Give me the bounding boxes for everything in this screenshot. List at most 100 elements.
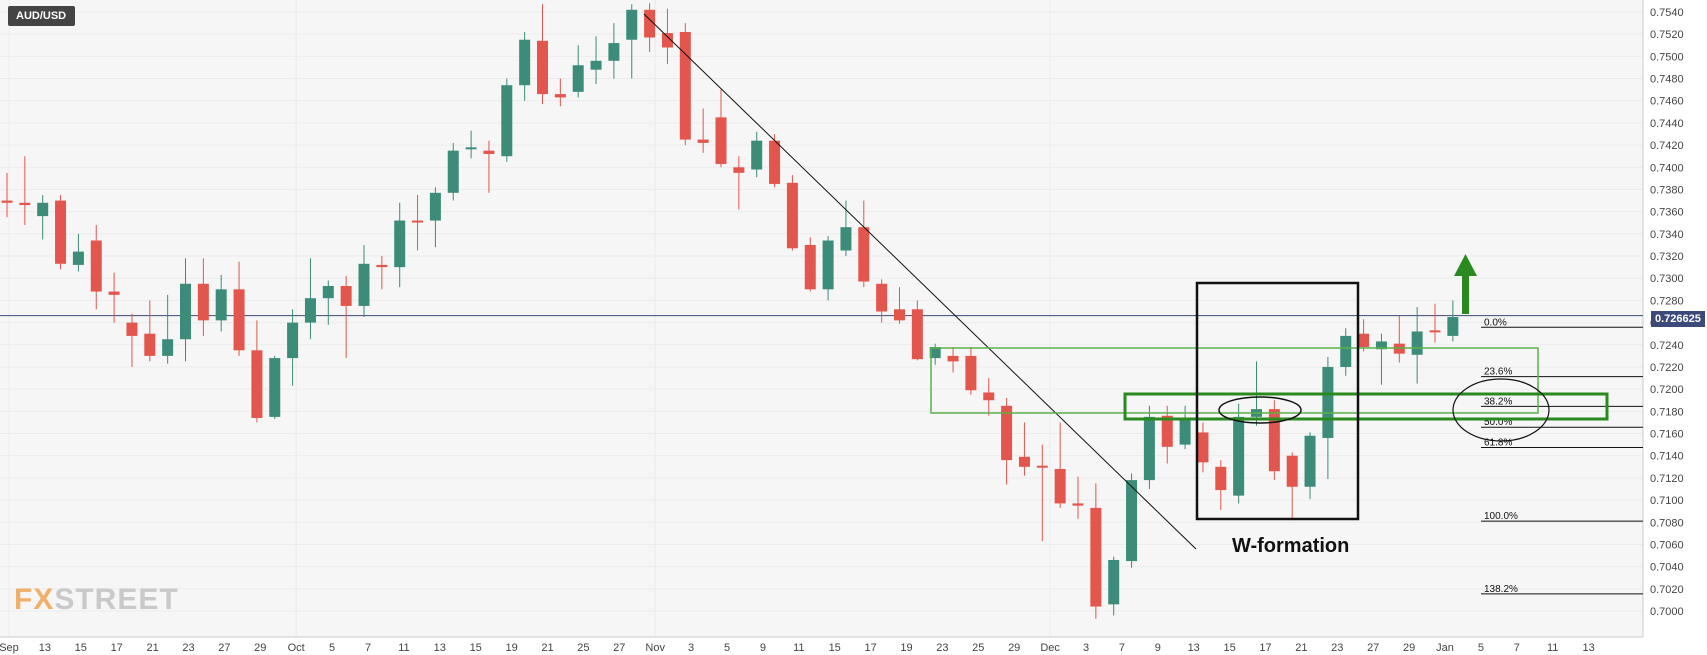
last-price-tag: 0.726625 <box>1651 311 1705 327</box>
candle <box>554 78 566 107</box>
y-axis: 0.7000 0.7020 0.7040 0.7060 0.7080 0.7100 0.71… <box>1650 7 1684 618</box>
candle <box>269 355 281 420</box>
candle <box>162 294 174 364</box>
candle-body <box>1304 435 1316 487</box>
x-tick-label: 5 <box>1478 642 1484 654</box>
candle <box>965 346 977 395</box>
candle <box>197 258 209 336</box>
candle <box>1197 422 1209 473</box>
candle-body <box>90 240 102 292</box>
candle <box>233 261 245 356</box>
candle-body <box>1072 503 1084 506</box>
candle-body <box>644 9 656 38</box>
x-tick-label: 9 <box>760 642 766 654</box>
candle-body <box>1215 466 1227 491</box>
candle-body <box>447 150 459 193</box>
candle-body <box>804 244 816 290</box>
candle <box>572 45 584 98</box>
candle <box>1054 422 1066 508</box>
y-tick-label: 0.7100 <box>1650 495 1684 507</box>
candle <box>519 31 531 101</box>
candle <box>1018 422 1030 476</box>
x-tick-label: 13 <box>1582 642 1594 654</box>
candle <box>590 36 602 85</box>
y-tick-label: 0.7160 <box>1650 429 1684 441</box>
candle-body <box>858 227 870 282</box>
candle <box>37 195 49 240</box>
y-tick-label: 0.7080 <box>1650 517 1684 529</box>
support-zone-thin-rect <box>930 347 1539 414</box>
candle <box>1340 328 1352 376</box>
candle-body <box>1340 335 1352 367</box>
x-tick-label: 15 <box>829 642 841 654</box>
candle <box>626 4 638 79</box>
candle <box>180 258 191 362</box>
candle <box>394 202 406 288</box>
candle <box>1126 473 1138 568</box>
candle-body <box>394 220 406 268</box>
candle-body <box>162 339 174 356</box>
candle-body <box>1286 455 1298 487</box>
x-tick-label: 19 <box>900 642 912 654</box>
candle <box>1268 400 1280 481</box>
x-tick-label: 21 <box>146 642 158 654</box>
candle-body <box>822 240 834 290</box>
fib-label: 0.0% <box>1484 317 1507 328</box>
candle-body <box>983 392 995 401</box>
candle <box>1215 460 1227 511</box>
candle <box>144 300 156 362</box>
x-tick-label: 27 <box>613 642 625 654</box>
x-tick-label: 3 <box>1083 642 1089 654</box>
candle <box>429 187 441 248</box>
candle <box>108 272 120 323</box>
x-tick-label: Jan <box>1436 642 1454 654</box>
candle-body <box>733 167 745 173</box>
candle-body <box>715 117 727 164</box>
candle-body <box>465 147 477 150</box>
candle-body <box>1322 366 1334 438</box>
candle-body <box>1018 456 1030 467</box>
candle-body <box>429 192 441 221</box>
candle-body <box>376 264 388 268</box>
candle-body <box>1358 333 1370 347</box>
candle-body <box>287 322 299 359</box>
y-tick-label: 0.7340 <box>1650 229 1684 241</box>
x-tick-label: 17 <box>1259 642 1271 654</box>
x-tick-label: 21 <box>541 642 553 654</box>
y-tick-label: 0.7440 <box>1650 118 1684 130</box>
x-tick-label: 25 <box>577 642 589 654</box>
y-tick-label: 0.7540 <box>1650 7 1684 19</box>
candle <box>679 23 691 146</box>
candle-body <box>519 39 531 86</box>
x-tick-label: 19 <box>505 642 517 654</box>
candle-body <box>1233 416 1245 496</box>
x-tick-label: 15 <box>470 642 482 654</box>
x-tick-label: 23 <box>936 642 948 654</box>
fib-confluence-ellipse <box>1452 378 1550 442</box>
candle <box>322 280 334 325</box>
candle <box>537 4 548 105</box>
candle-body <box>1 200 13 203</box>
y-tick-label: 0.7280 <box>1650 295 1684 307</box>
candle-body <box>501 85 513 157</box>
fib-label: 138.2% <box>1484 584 1518 595</box>
candle <box>412 195 424 251</box>
y-tick-label: 0.7180 <box>1650 406 1684 418</box>
candle-body <box>1161 415 1173 447</box>
y-tick-label: 0.7120 <box>1650 473 1684 485</box>
candle-body <box>215 289 227 321</box>
y-tick-label: 0.7400 <box>1650 162 1684 174</box>
candle-body <box>55 200 67 264</box>
x-tick-label: 11 <box>793 642 804 654</box>
fib-label: 61.8% <box>1484 437 1512 448</box>
x-tick-label: 11 <box>1547 642 1558 654</box>
candle-body <box>572 65 584 92</box>
candle <box>447 142 459 201</box>
x-tick-label: 29 <box>254 642 266 654</box>
candle <box>751 131 763 178</box>
candle-body <box>1197 432 1209 463</box>
x-tick-label: 23 <box>182 642 194 654</box>
candle <box>340 276 352 359</box>
candle <box>894 287 905 324</box>
candle <box>1090 483 1102 619</box>
